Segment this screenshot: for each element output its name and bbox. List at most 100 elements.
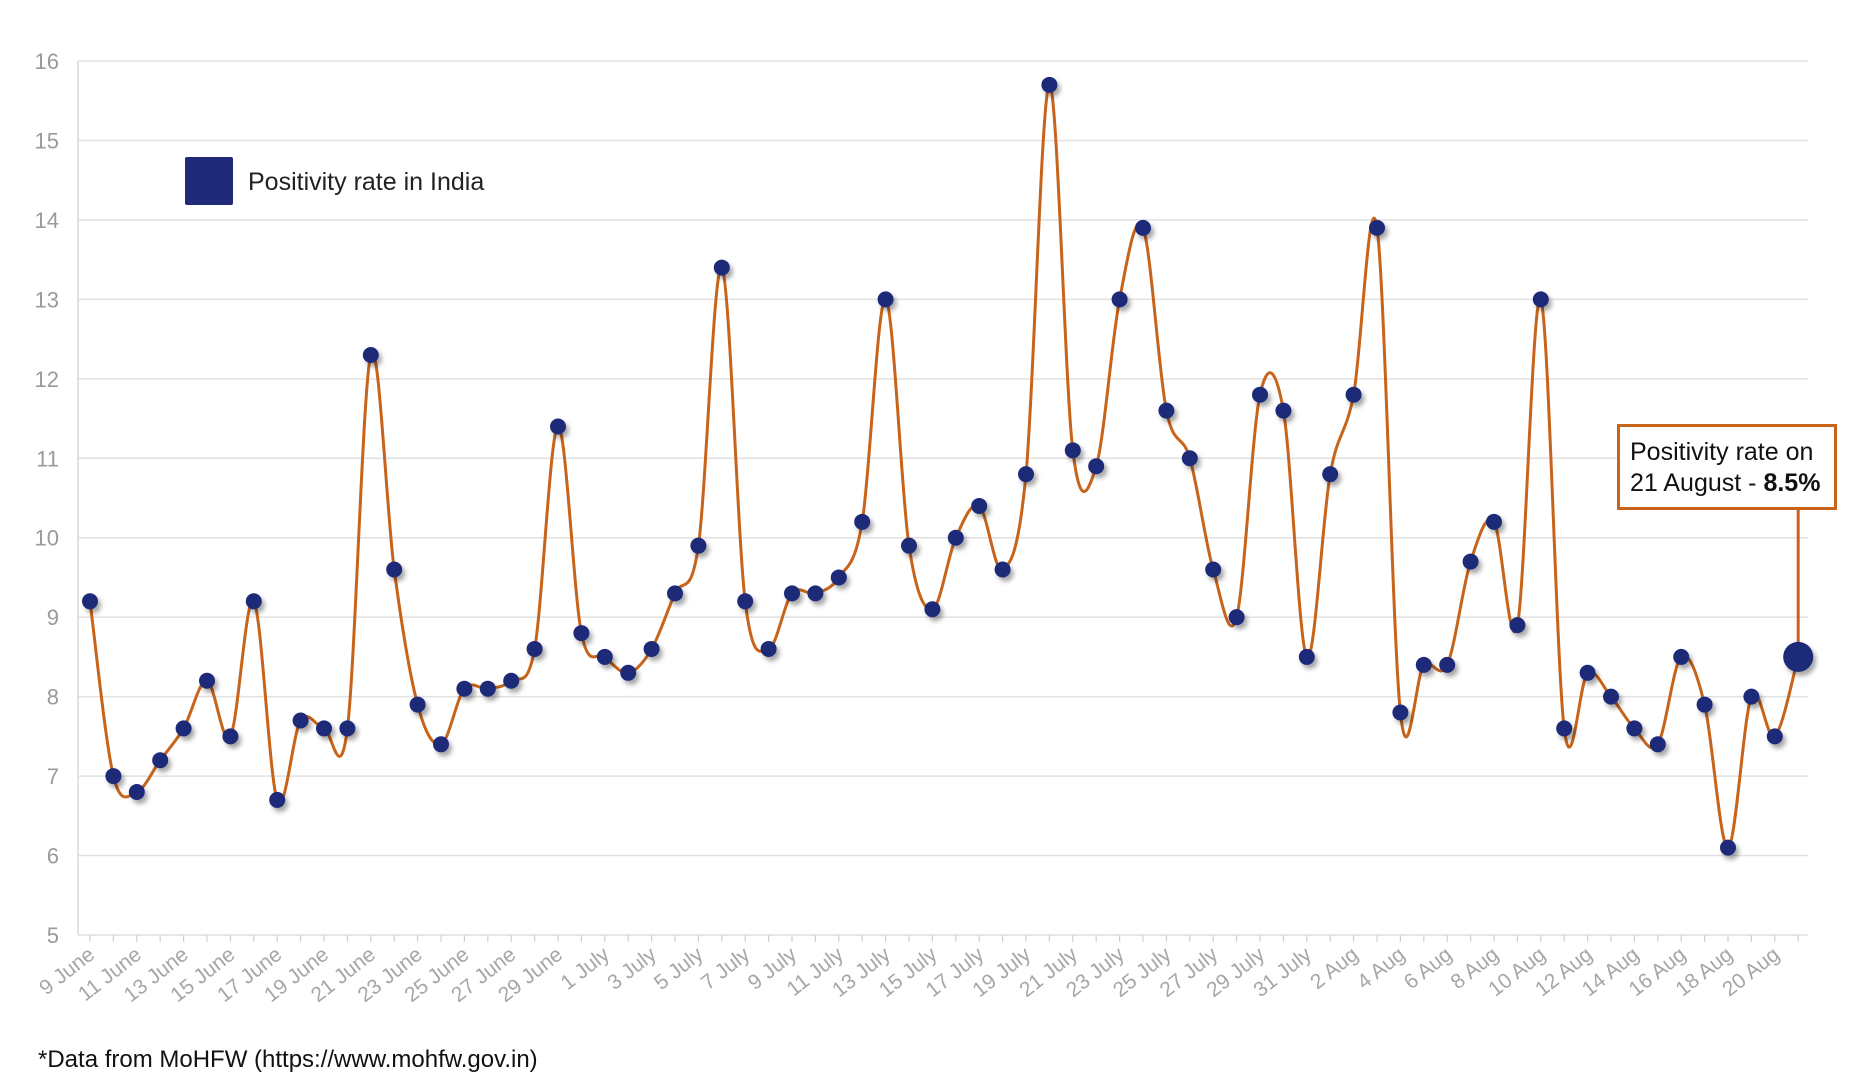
data-point — [1088, 458, 1105, 475]
data-point — [573, 625, 590, 642]
data-point — [1415, 656, 1432, 673]
annotation-line1: Positivity rate on — [1630, 438, 1814, 466]
data-point — [1462, 553, 1479, 570]
x-tick-label: 2 Aug — [1306, 943, 1363, 994]
data-point — [1298, 648, 1315, 665]
data-point — [1766, 728, 1783, 745]
data-point — [690, 537, 707, 554]
data-point — [854, 513, 871, 530]
data-point — [550, 418, 566, 435]
data-point — [667, 585, 683, 602]
x-tick-label: 5 July — [650, 943, 708, 995]
data-point — [1018, 466, 1034, 483]
data-point — [433, 736, 449, 753]
data-point — [1673, 648, 1690, 665]
data-point — [807, 585, 824, 602]
data-point — [877, 291, 894, 308]
data-point — [947, 529, 964, 546]
data-point — [1345, 386, 1362, 403]
data-point — [1556, 720, 1573, 737]
data-point — [1720, 839, 1736, 856]
y-tick-label: 9 — [47, 605, 59, 630]
data-point — [503, 672, 520, 689]
y-tick-labels: 5 6 7 8 9 10 11 12 13 14 15 16 — [35, 49, 59, 948]
data-point — [784, 585, 800, 602]
data-point — [292, 712, 309, 729]
x-tick-label: 7 July — [697, 943, 755, 995]
data-point — [1509, 617, 1526, 634]
data-point — [1205, 561, 1222, 578]
source-note: *Data from MoHFW (https://www.mohfw.gov.… — [38, 1046, 538, 1073]
data-point — [386, 561, 403, 578]
data-point — [152, 752, 169, 769]
data-point — [222, 728, 239, 745]
data-point — [1252, 386, 1268, 403]
y-tick-label: 7 — [47, 764, 59, 789]
data-point — [737, 593, 754, 610]
data-point — [830, 569, 847, 586]
data-point — [1181, 450, 1198, 467]
y-tick-label: 5 — [47, 923, 59, 948]
data-point — [1369, 219, 1385, 236]
y-tick-label: 8 — [47, 685, 59, 710]
data-point — [1626, 720, 1643, 737]
data-point — [456, 680, 473, 697]
annotation-date: 21 August - — [1630, 469, 1764, 497]
data-point — [1439, 656, 1456, 673]
data-point — [1111, 291, 1128, 308]
data-point — [620, 664, 637, 681]
data-point — [1135, 219, 1151, 236]
data-point — [128, 783, 145, 800]
data-point — [1228, 609, 1245, 626]
y-tick-label: 16 — [35, 49, 59, 74]
data-point — [82, 593, 98, 610]
data-point — [971, 497, 988, 514]
y-tick-label: 11 — [36, 446, 59, 471]
data-point — [479, 680, 496, 697]
data-point — [1158, 402, 1175, 419]
data-point — [924, 601, 941, 618]
data-point — [760, 640, 777, 657]
data-point — [1696, 696, 1713, 713]
gridlines — [78, 60, 1808, 936]
y-tick-label: 10 — [35, 526, 59, 551]
annotation-value: 8.5% — [1763, 469, 1821, 497]
data-point — [1532, 291, 1549, 308]
data-point — [713, 259, 730, 276]
data-point — [643, 640, 660, 657]
data-point — [409, 696, 426, 713]
legend: Positivity rate in India — [185, 157, 484, 205]
data-point — [175, 720, 192, 737]
x-tick-label: 3 July — [603, 943, 661, 995]
data-point — [1649, 736, 1666, 753]
data-point — [596, 648, 613, 665]
data-point — [1322, 466, 1339, 483]
y-tick-label: 15 — [35, 128, 59, 153]
data-point — [1579, 664, 1596, 681]
data-point — [245, 593, 262, 610]
y-tick-label: 6 — [47, 844, 59, 869]
x-tick-label: 4 Aug — [1353, 943, 1410, 994]
data-point — [1275, 402, 1292, 419]
axes — [77, 61, 1799, 942]
y-tick-label: 12 — [35, 367, 59, 392]
x-tick-label: 6 Aug — [1400, 943, 1457, 994]
data-point — [1041, 76, 1058, 93]
data-point-latest — [1783, 641, 1814, 672]
data-point — [1064, 442, 1081, 459]
data-points — [82, 76, 1814, 856]
y-tick-label: 14 — [35, 208, 59, 233]
data-point — [362, 346, 379, 363]
data-point — [901, 537, 917, 554]
legend-label: Positivity rate in India — [248, 168, 484, 196]
data-point — [1392, 704, 1409, 721]
data-point — [526, 640, 543, 657]
data-point — [316, 720, 332, 737]
annotation-line2: 21 August - 8.5% — [1630, 468, 1834, 499]
annotation-callout: Positivity rate on 21 August - 8.5% — [1617, 424, 1837, 510]
legend-swatch — [185, 157, 233, 205]
data-point — [339, 720, 356, 737]
data-point — [269, 791, 286, 808]
